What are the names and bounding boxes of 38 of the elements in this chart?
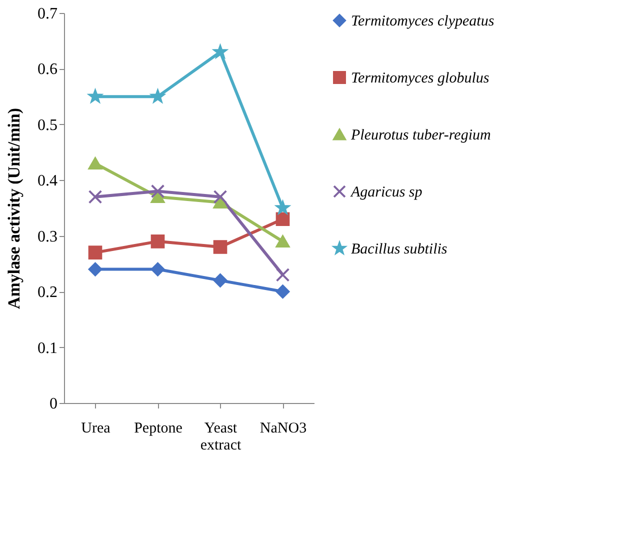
point [88,90,102,102]
point [150,190,165,203]
point [88,157,102,170]
y-tick-label: 0.7 [38,6,58,22]
point [213,240,228,254]
y-tick-label: 0.6 [38,61,58,78]
point [276,268,290,282]
point [88,262,102,276]
point [88,246,102,260]
point [213,274,228,288]
point [150,234,165,248]
x-tick-label: Urea [81,420,111,436]
y-axis-title: Amylase activity (Unit/min) [4,108,24,310]
point [150,262,165,276]
legend-label: Pleurotus tuber-regium [350,128,491,144]
y-tick-label: 0.1 [38,340,58,357]
point [276,235,290,248]
point [151,90,164,102]
point [276,284,290,298]
point [214,45,227,58]
y-tick-label: 0.2 [38,284,58,302]
point [88,190,102,204]
legend-label: Termitomyces clypeatus [351,14,494,30]
y-tick-label: 0.3 [38,228,58,246]
x-tick-label: Peptone [134,420,183,436]
point [150,184,165,198]
legend-label: Agaricus sp [350,184,423,200]
point [213,190,228,204]
legend-label: Bacillus subtilis [351,242,448,258]
point [213,196,228,209]
y-tick-label: 0 [50,396,58,412]
x-tick-label: Yeast extract [200,420,242,454]
y-tick-label: 0.5 [38,116,58,134]
point [276,201,290,214]
legend-label: Termitomyces globulus [351,70,490,86]
y-tick-label: 0.4 [38,172,58,190]
point [276,212,290,226]
x-tick-label: NaNO3 [260,420,307,436]
